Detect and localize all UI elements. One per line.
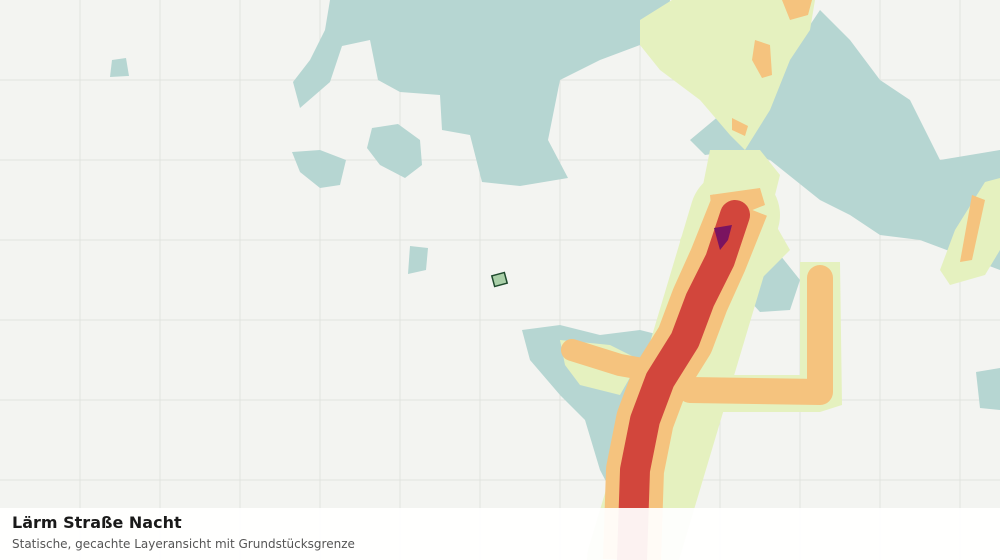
noise-zone (752, 40, 772, 78)
noise-zone (976, 368, 1000, 410)
noise-zone (367, 124, 422, 178)
noise-zone (782, 0, 812, 20)
parcel-boundary (490, 271, 509, 288)
noise-extreme-zone (714, 225, 732, 250)
noise-zone (640, 0, 815, 150)
info-panel (0, 508, 1000, 560)
noise-very-high-zone (617, 200, 750, 560)
noise-zone (732, 118, 748, 136)
noise-zone (960, 195, 985, 262)
noise-zone (110, 58, 129, 77)
noise-zone (561, 339, 671, 383)
noise-zone (293, 0, 670, 186)
noise-zone (690, 262, 842, 412)
noise-zone (292, 150, 346, 188)
layer-subtitle: Statische, gecachte Layeransicht mit Gru… (12, 537, 355, 551)
layer-title: Lärm Straße Nacht (12, 513, 182, 532)
noise-zone (408, 246, 428, 274)
noise-zone (677, 265, 833, 405)
